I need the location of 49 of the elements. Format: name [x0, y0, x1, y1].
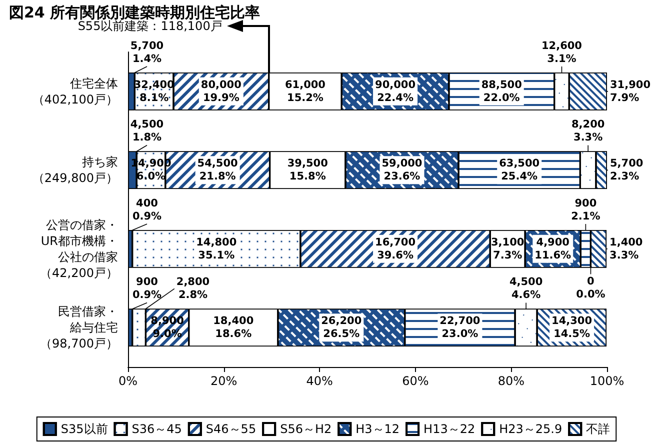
data-label: 54,500 21.8% — [197, 158, 238, 183]
data-label: 80,000 19.9% — [200, 78, 242, 104]
data-label: 12,600 3.1% — [541, 40, 582, 65]
legend-label: H23～25.9 — [499, 422, 562, 436]
data-label: 900 2.1% — [571, 197, 601, 222]
y-tick-label: 住宅全体（402,100戸） — [32, 76, 118, 106]
data-label: 1,400 3.3% — [610, 236, 643, 262]
legend-label: S56～H2 — [280, 422, 332, 436]
y-tick-label: 持ち家（249,800戸） — [32, 155, 118, 186]
data-label: 0 0.0% — [576, 276, 606, 301]
data-label: 4,500 4.6% — [509, 276, 543, 302]
data-label: 4,500 1.8% — [130, 118, 164, 144]
legend-label: 不詳 — [586, 422, 610, 436]
chart-title: 図24 所有関係別建築時期別住宅比率 — [9, 4, 260, 22]
legend-label: S46～55 — [206, 422, 256, 436]
data-label: 39,500 15.8% — [287, 158, 328, 183]
data-label: 31,900 7.9% — [610, 78, 651, 104]
x-tick-label: 0% — [118, 374, 138, 388]
data-label: 88,500 22.0% — [481, 78, 522, 104]
data-label: 14,800 35.1% — [196, 236, 237, 262]
legend-label: H13～22 — [424, 422, 476, 436]
data-label: 63,500 25.4% — [499, 158, 540, 183]
legend-label: S35以前 — [60, 422, 108, 436]
data-label: 4,900 11.6% — [534, 236, 572, 262]
data-label: 400 0.9% — [132, 197, 162, 222]
legend-label: S36～45 — [132, 422, 182, 436]
data-label: 90,000 22.4% — [375, 78, 416, 104]
x-tick-label: 40% — [306, 374, 333, 388]
data-label: 16,700 39.6% — [375, 236, 416, 262]
data-label: 5,700 1.4% — [130, 40, 164, 65]
legend-label: H3～12 — [356, 422, 400, 436]
data-label: 26,200 26.5% — [321, 315, 362, 340]
x-tick-label: 100% — [590, 374, 624, 388]
data-label: 2,800 2.8% — [176, 276, 210, 302]
y-tick-label: 民営借家・給与住宅（98,700戸） — [40, 304, 118, 351]
data-label: 18,400 18.6% — [213, 315, 254, 340]
text: S55以前建築：118,100戸 — [78, 19, 222, 35]
data-label: 22,700 23.0% — [440, 315, 480, 340]
data-label: 3,100 7.3% — [491, 236, 524, 262]
y-tick-label: 公営の借家・UR都市機構・公社の借家（42,200戸） — [40, 218, 118, 280]
data-label: 59,000 23.6% — [382, 158, 422, 183]
data-label: 14,300 14.5% — [552, 315, 592, 340]
data-label: 61,000 15.2% — [284, 78, 326, 104]
data-label: 8,200 3.3% — [571, 118, 605, 144]
data-label: 900 0.9% — [132, 276, 162, 302]
data-label: 5,700 2.3% — [610, 158, 644, 183]
x-tick-label: 80% — [498, 374, 525, 388]
x-tick-label: 20% — [210, 374, 238, 388]
x-tick-label: 60% — [402, 374, 429, 388]
